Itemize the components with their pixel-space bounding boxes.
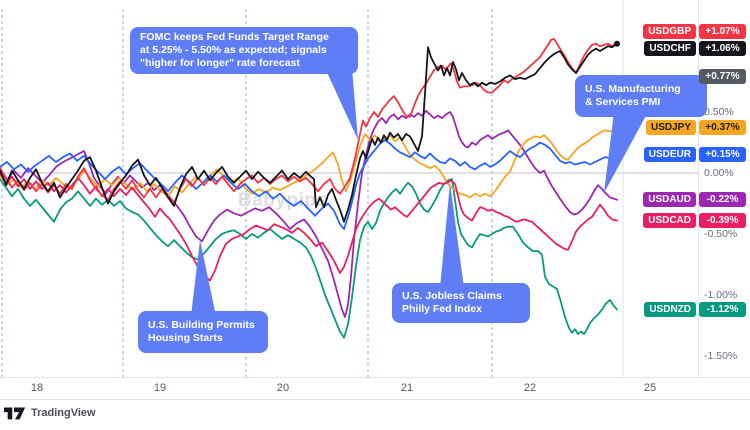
series-end-marker-USDCHF	[614, 40, 620, 47]
price-tick: 0.50%	[704, 106, 734, 118]
time-label-25: 25	[643, 382, 657, 394]
series-line-USDEUR[interactable]	[0, 139, 618, 231]
series-line-USDCAD[interactable]	[0, 172, 618, 282]
time-scale[interactable]: 18 19 20 21 22 25	[0, 377, 750, 400]
price-tick: 1.00%	[704, 45, 734, 57]
tradingview-branding[interactable]: TradingView	[4, 404, 96, 422]
building-callout-tail	[191, 240, 216, 316]
tradingview-logo-icon	[4, 407, 26, 420]
price-scale[interactable]: 1.00% 0.50% 0.00% -0.50% -1.00% -1.50%	[698, 0, 750, 377]
tradingview-name: TradingView	[31, 407, 96, 419]
time-label-18: 18	[30, 382, 44, 394]
price-tick: -1.00%	[704, 289, 738, 301]
time-label-22: 22	[523, 382, 537, 394]
series-line-USDCHF[interactable]	[0, 42, 618, 223]
pmi-callout-tail	[604, 112, 648, 193]
time-label-21: 21	[400, 382, 414, 394]
price-tick: -0.50%	[704, 228, 738, 240]
price-tick: -1.50%	[704, 350, 738, 362]
series-line-USDNZD[interactable]	[0, 178, 618, 339]
series-line-USDGBP[interactable]	[0, 37, 618, 205]
series-line-USDJPY[interactable]	[0, 127, 618, 199]
time-label-20: 20	[276, 382, 290, 394]
series-line-USDAUD[interactable]	[0, 109, 618, 318]
jobless-callout-tail	[440, 183, 464, 288]
series-layer	[0, 37, 620, 339]
pmi-callout: U.S. Manufacturing & Services PMI	[575, 75, 707, 117]
fomc-callout: FOMC keeps Fed Funds Target Range at 5.2…	[130, 27, 358, 74]
time-label-19: 19	[153, 382, 167, 394]
jobless-callout: U.S. Jobless Claims Philly Fed Index	[392, 283, 530, 323]
price-tick: 0.00%	[704, 167, 734, 179]
callout-tails	[191, 68, 648, 316]
fomc-callout-tail	[325, 68, 358, 140]
building-callout: U.S. Building Permits Housing Starts	[138, 311, 268, 353]
